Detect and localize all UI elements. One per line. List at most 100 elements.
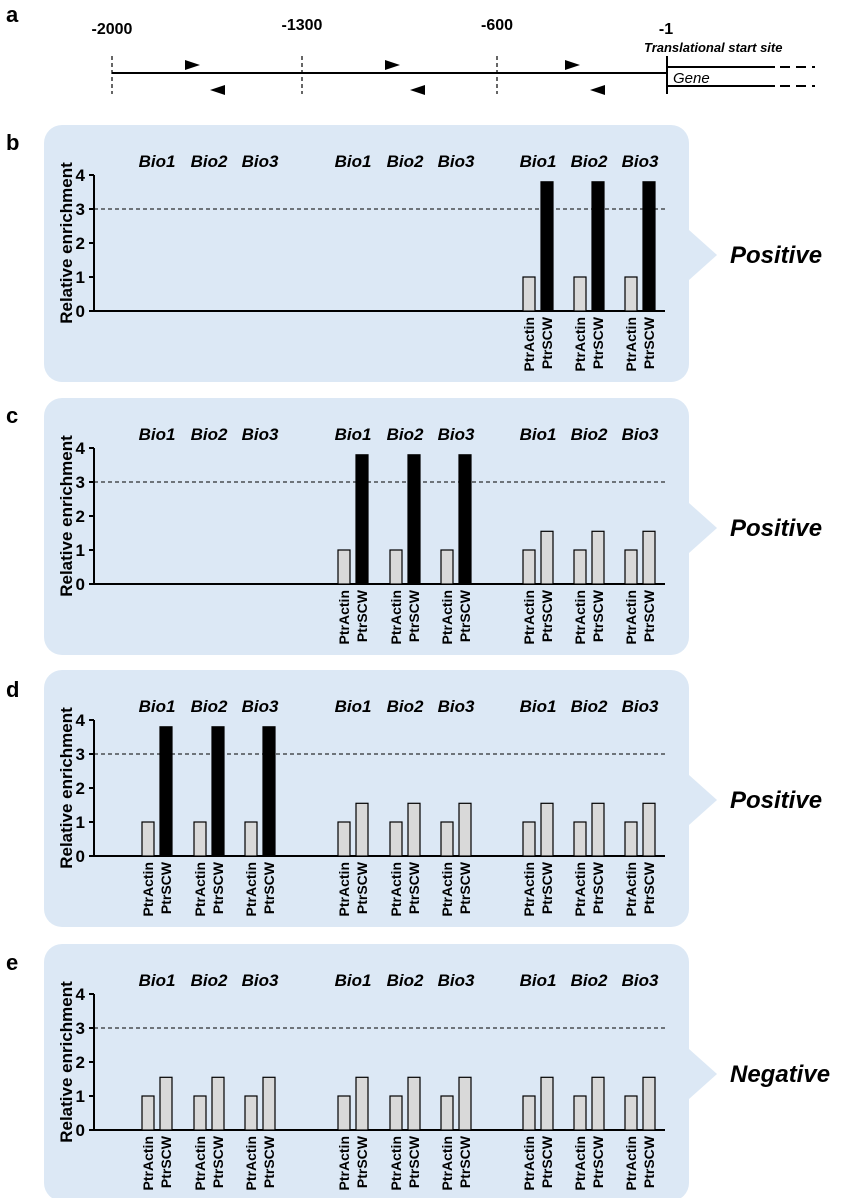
panel-background (44, 125, 689, 382)
bar-ptrscw (642, 181, 656, 312)
replicate-label: Bio2 (571, 152, 608, 171)
reverse-primer-1-icon (210, 85, 225, 95)
panel-label-c: c (6, 403, 18, 428)
y-tick-label: 0 (76, 302, 85, 321)
replicate-label: Bio3 (242, 971, 279, 990)
bar-ptractin (193, 1095, 207, 1131)
bar-label-ptractin: PtrActin (336, 1136, 352, 1190)
bar-label-ptrscw: PtrSCW (539, 316, 555, 369)
y-tick-label: 4 (76, 985, 86, 1004)
bar-ptrscw (642, 1076, 656, 1131)
bar-label-ptrscw: PtrSCW (406, 589, 422, 642)
bar-label-ptrscw: PtrSCW (590, 589, 606, 642)
bar-ptrscw (458, 1076, 472, 1131)
bar-ptractin (141, 821, 155, 857)
result-arrow-icon (689, 1049, 717, 1099)
replicate-label: Bio2 (191, 152, 228, 171)
bar-ptractin (624, 821, 638, 857)
position-label-600: -600 (481, 17, 513, 34)
replicate-label: Bio3 (622, 152, 659, 171)
replicate-label: Bio2 (387, 425, 424, 444)
bar-ptractin (522, 1095, 536, 1131)
bar-label-ptrscw: PtrSCW (641, 589, 657, 642)
bar-ptrscw (458, 802, 472, 857)
bar-ptractin (440, 821, 454, 857)
panel-background (44, 670, 689, 927)
bar-ptractin (244, 1095, 258, 1131)
y-tick-label: 0 (76, 575, 85, 594)
bar-label-ptractin: PtrActin (572, 1136, 588, 1190)
y-tick-label: 2 (76, 507, 85, 526)
bar-label-ptractin: PtrActin (439, 590, 455, 644)
bar-ptrscw (262, 726, 276, 857)
bar-ptractin (244, 821, 258, 857)
bar-ptrscw (540, 181, 554, 312)
bar-label-ptractin: PtrActin (439, 862, 455, 916)
replicate-label: Bio1 (520, 697, 557, 716)
bar-label-ptrscw: PtrSCW (539, 1135, 555, 1188)
replicate-label: Bio3 (242, 152, 279, 171)
replicate-label: Bio2 (387, 152, 424, 171)
bar-ptractin (624, 1095, 638, 1131)
bar-label-ptractin: PtrActin (521, 862, 537, 916)
bar-ptrscw (159, 1076, 173, 1131)
bar-ptractin (522, 821, 536, 857)
replicate-label: Bio3 (438, 425, 475, 444)
y-tick-label: 3 (76, 200, 85, 219)
replicate-label: Bio1 (335, 971, 372, 990)
bar-label-ptractin: PtrActin (623, 590, 639, 644)
replicate-label: Bio1 (520, 152, 557, 171)
result-label: Positive (730, 787, 822, 814)
bar-label-ptractin: PtrActin (439, 1136, 455, 1190)
bar-ptractin (573, 276, 587, 312)
bar-ptrscw (407, 802, 421, 857)
promoter-schematic: a -2000 -1300 -600 -1 Translational star… (6, 2, 815, 95)
replicate-label: Bio1 (139, 425, 176, 444)
bar-label-ptrscw: PtrSCW (354, 1135, 370, 1188)
panel-label-a: a (6, 2, 19, 27)
y-tick-label: 2 (76, 234, 85, 253)
bar-label-ptractin: PtrActin (388, 590, 404, 644)
y-tick-label: 1 (76, 541, 85, 560)
bar-ptrscw (211, 1076, 225, 1131)
bar-ptrscw (262, 1076, 276, 1131)
y-tick-label: 1 (76, 268, 85, 287)
y-tick-label: 2 (76, 779, 85, 798)
position-label-2000: -2000 (92, 21, 133, 38)
bar-ptractin (389, 549, 403, 585)
forward-primer-3-icon (565, 60, 580, 70)
y-tick-label: 1 (76, 1087, 85, 1106)
replicate-label: Bio1 (139, 697, 176, 716)
bar-ptractin (440, 1095, 454, 1131)
bar-ptrscw (159, 726, 173, 857)
result-label: Positive (730, 515, 822, 542)
bar-label-ptractin: PtrActin (140, 862, 156, 916)
bar-ptrscw (540, 802, 554, 857)
bar-label-ptrscw: PtrSCW (158, 861, 174, 914)
panel-label-e: e (6, 950, 18, 975)
bar-ptractin (389, 821, 403, 857)
replicate-label: Bio1 (520, 971, 557, 990)
replicate-label: Bio2 (571, 425, 608, 444)
bar-label-ptractin: PtrActin (192, 1136, 208, 1190)
replicate-label: Bio1 (335, 152, 372, 171)
result-arrow-icon (689, 775, 717, 825)
bar-ptrscw (642, 530, 656, 585)
bar-label-ptrscw: PtrSCW (261, 861, 277, 914)
bar-ptractin (193, 821, 207, 857)
bar-label-ptrscw: PtrSCW (457, 861, 473, 914)
replicate-label: Bio1 (335, 697, 372, 716)
y-tick-label: 3 (76, 1019, 85, 1038)
result-label: Negative (730, 1061, 830, 1088)
bar-ptrscw (355, 454, 369, 585)
bar-label-ptrscw: PtrSCW (261, 1135, 277, 1188)
position-label-1: -1 (659, 21, 673, 38)
bar-ptractin (522, 276, 536, 312)
bar-ptractin (624, 276, 638, 312)
bar-label-ptrscw: PtrSCW (590, 1135, 606, 1188)
replicate-label: Bio2 (571, 697, 608, 716)
bar-label-ptrscw: PtrSCW (210, 861, 226, 914)
forward-primer-1-icon (185, 60, 200, 70)
